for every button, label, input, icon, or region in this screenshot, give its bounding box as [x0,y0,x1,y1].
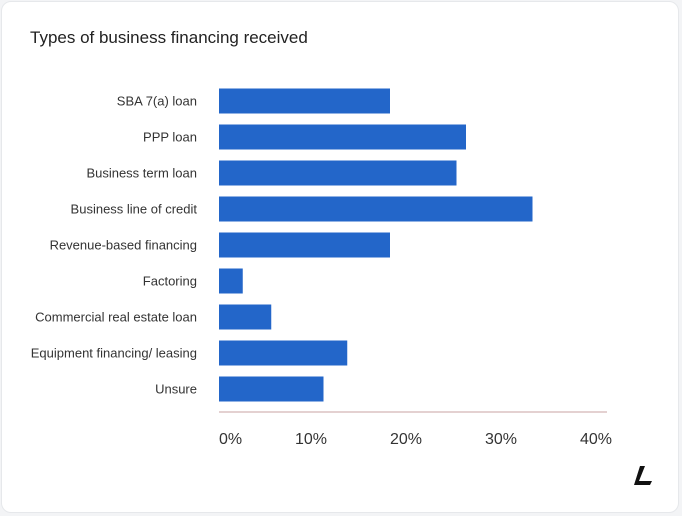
x-tick-label-2: 20% [390,431,422,448]
category-labels: SBA 7(a) loan PPP loan Business term loan B… [31,94,198,397]
category-label-0: SBA 7(a) loan [117,94,197,109]
bar-3 [219,196,533,222]
x-tick-label-4: 40% [580,431,612,448]
bar-4 [219,232,390,258]
bar-6 [219,304,272,330]
bars-group [219,88,533,402]
bar-2 [219,160,457,186]
bar-1 [219,124,466,150]
category-label-4: Revenue-based financing [50,238,197,253]
bar-5 [219,268,243,294]
category-label-5: Factoring [143,274,197,289]
bar-7 [219,340,348,366]
bar-8 [219,376,324,402]
category-label-7: Equipment financing/ leasing [31,346,197,361]
x-tick-label-1: 10% [295,431,327,448]
category-label-8: Unsure [155,382,197,397]
brand-logo-icon [634,466,652,485]
x-tick-label-3: 30% [485,431,517,448]
chart-title: Types of business financing received [30,28,308,47]
category-label-3: Business line of credit [71,202,198,217]
category-label-6: Commercial real estate loan [35,310,197,325]
x-tick-label-0: 0% [219,431,242,448]
category-label-2: Business term loan [86,166,197,181]
bar-0 [219,88,390,114]
category-label-1: PPP loan [143,130,197,145]
x-tick-labels: 0% 10% 20% 30% 40% [219,431,612,448]
